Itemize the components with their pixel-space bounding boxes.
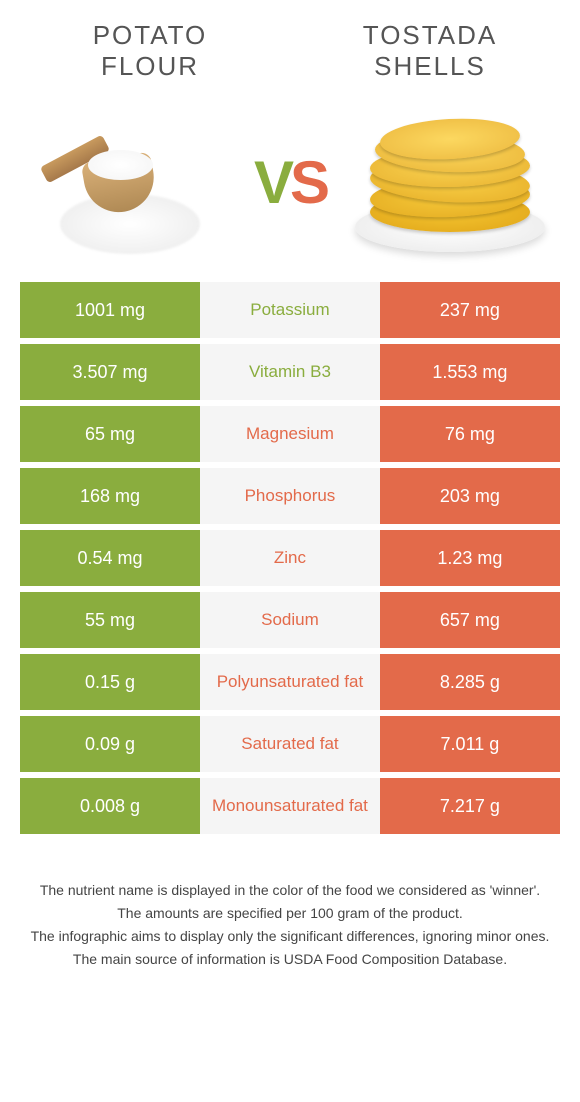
left-value: 55 mg <box>20 592 200 648</box>
nutrient-label: Magnesium <box>200 406 380 462</box>
table-row: 0.008 gMonounsaturated fat7.217 g <box>20 778 560 834</box>
right-value: 203 mg <box>380 468 560 524</box>
left-value: 0.09 g <box>20 716 200 772</box>
table-row: 3.507 mgVitamin B31.553 mg <box>20 344 560 400</box>
nutrient-label: Zinc <box>200 530 380 586</box>
left-value: 3.507 mg <box>20 344 200 400</box>
potato-flour-image <box>30 102 230 262</box>
header: POTATO FLOUR TOSTADA SHELLS <box>0 0 580 92</box>
right-value: 7.011 g <box>380 716 560 772</box>
left-value: 168 mg <box>20 468 200 524</box>
right-title-line2: SHELLS <box>320 51 540 82</box>
table-row: 0.15 gPolyunsaturated fat8.285 g <box>20 654 560 710</box>
left-title-line2: FLOUR <box>40 51 260 82</box>
footer-line: The infographic aims to display only the… <box>30 926 550 947</box>
nutrient-label: Sodium <box>200 592 380 648</box>
images-row: VS <box>0 92 580 282</box>
right-value: 237 mg <box>380 282 560 338</box>
right-food-title: TOSTADA SHELLS <box>320 20 540 82</box>
table-row: 1001 mgPotassium237 mg <box>20 282 560 338</box>
table-row: 55 mgSodium657 mg <box>20 592 560 648</box>
nutrient-table: 1001 mgPotassium237 mg 3.507 mgVitamin B3… <box>0 282 580 834</box>
table-row: 0.54 mgZinc1.23 mg <box>20 530 560 586</box>
right-value: 1.553 mg <box>380 344 560 400</box>
table-row: 0.09 gSaturated fat7.011 g <box>20 716 560 772</box>
nutrient-label: Saturated fat <box>200 716 380 772</box>
right-value: 7.217 g <box>380 778 560 834</box>
right-value: 8.285 g <box>380 654 560 710</box>
left-value: 65 mg <box>20 406 200 462</box>
footer-line: The nutrient name is displayed in the co… <box>30 880 550 901</box>
nutrient-label: Phosphorus <box>200 468 380 524</box>
vs-s: S <box>290 149 326 216</box>
vs-label: VS <box>254 148 326 217</box>
table-row: 168 mgPhosphorus203 mg <box>20 468 560 524</box>
table-row: 65 mgMagnesium76 mg <box>20 406 560 462</box>
nutrient-label: Polyunsaturated fat <box>200 654 380 710</box>
left-value: 0.54 mg <box>20 530 200 586</box>
left-food-title: POTATO FLOUR <box>40 20 260 82</box>
tostada-shells-image <box>350 102 550 262</box>
left-value: 1001 mg <box>20 282 200 338</box>
nutrient-label: Potassium <box>200 282 380 338</box>
nutrient-label: Monounsaturated fat <box>200 778 380 834</box>
vs-v: V <box>254 149 290 216</box>
left-value: 0.008 g <box>20 778 200 834</box>
right-value: 76 mg <box>380 406 560 462</box>
left-title-line1: POTATO <box>40 20 260 51</box>
right-title-line1: TOSTADA <box>320 20 540 51</box>
footer-line: The amounts are specified per 100 gram o… <box>30 903 550 924</box>
footer-line: The main source of information is USDA F… <box>30 949 550 970</box>
left-value: 0.15 g <box>20 654 200 710</box>
nutrient-label: Vitamin B3 <box>200 344 380 400</box>
right-value: 657 mg <box>380 592 560 648</box>
right-value: 1.23 mg <box>380 530 560 586</box>
footer-notes: The nutrient name is displayed in the co… <box>0 840 580 970</box>
